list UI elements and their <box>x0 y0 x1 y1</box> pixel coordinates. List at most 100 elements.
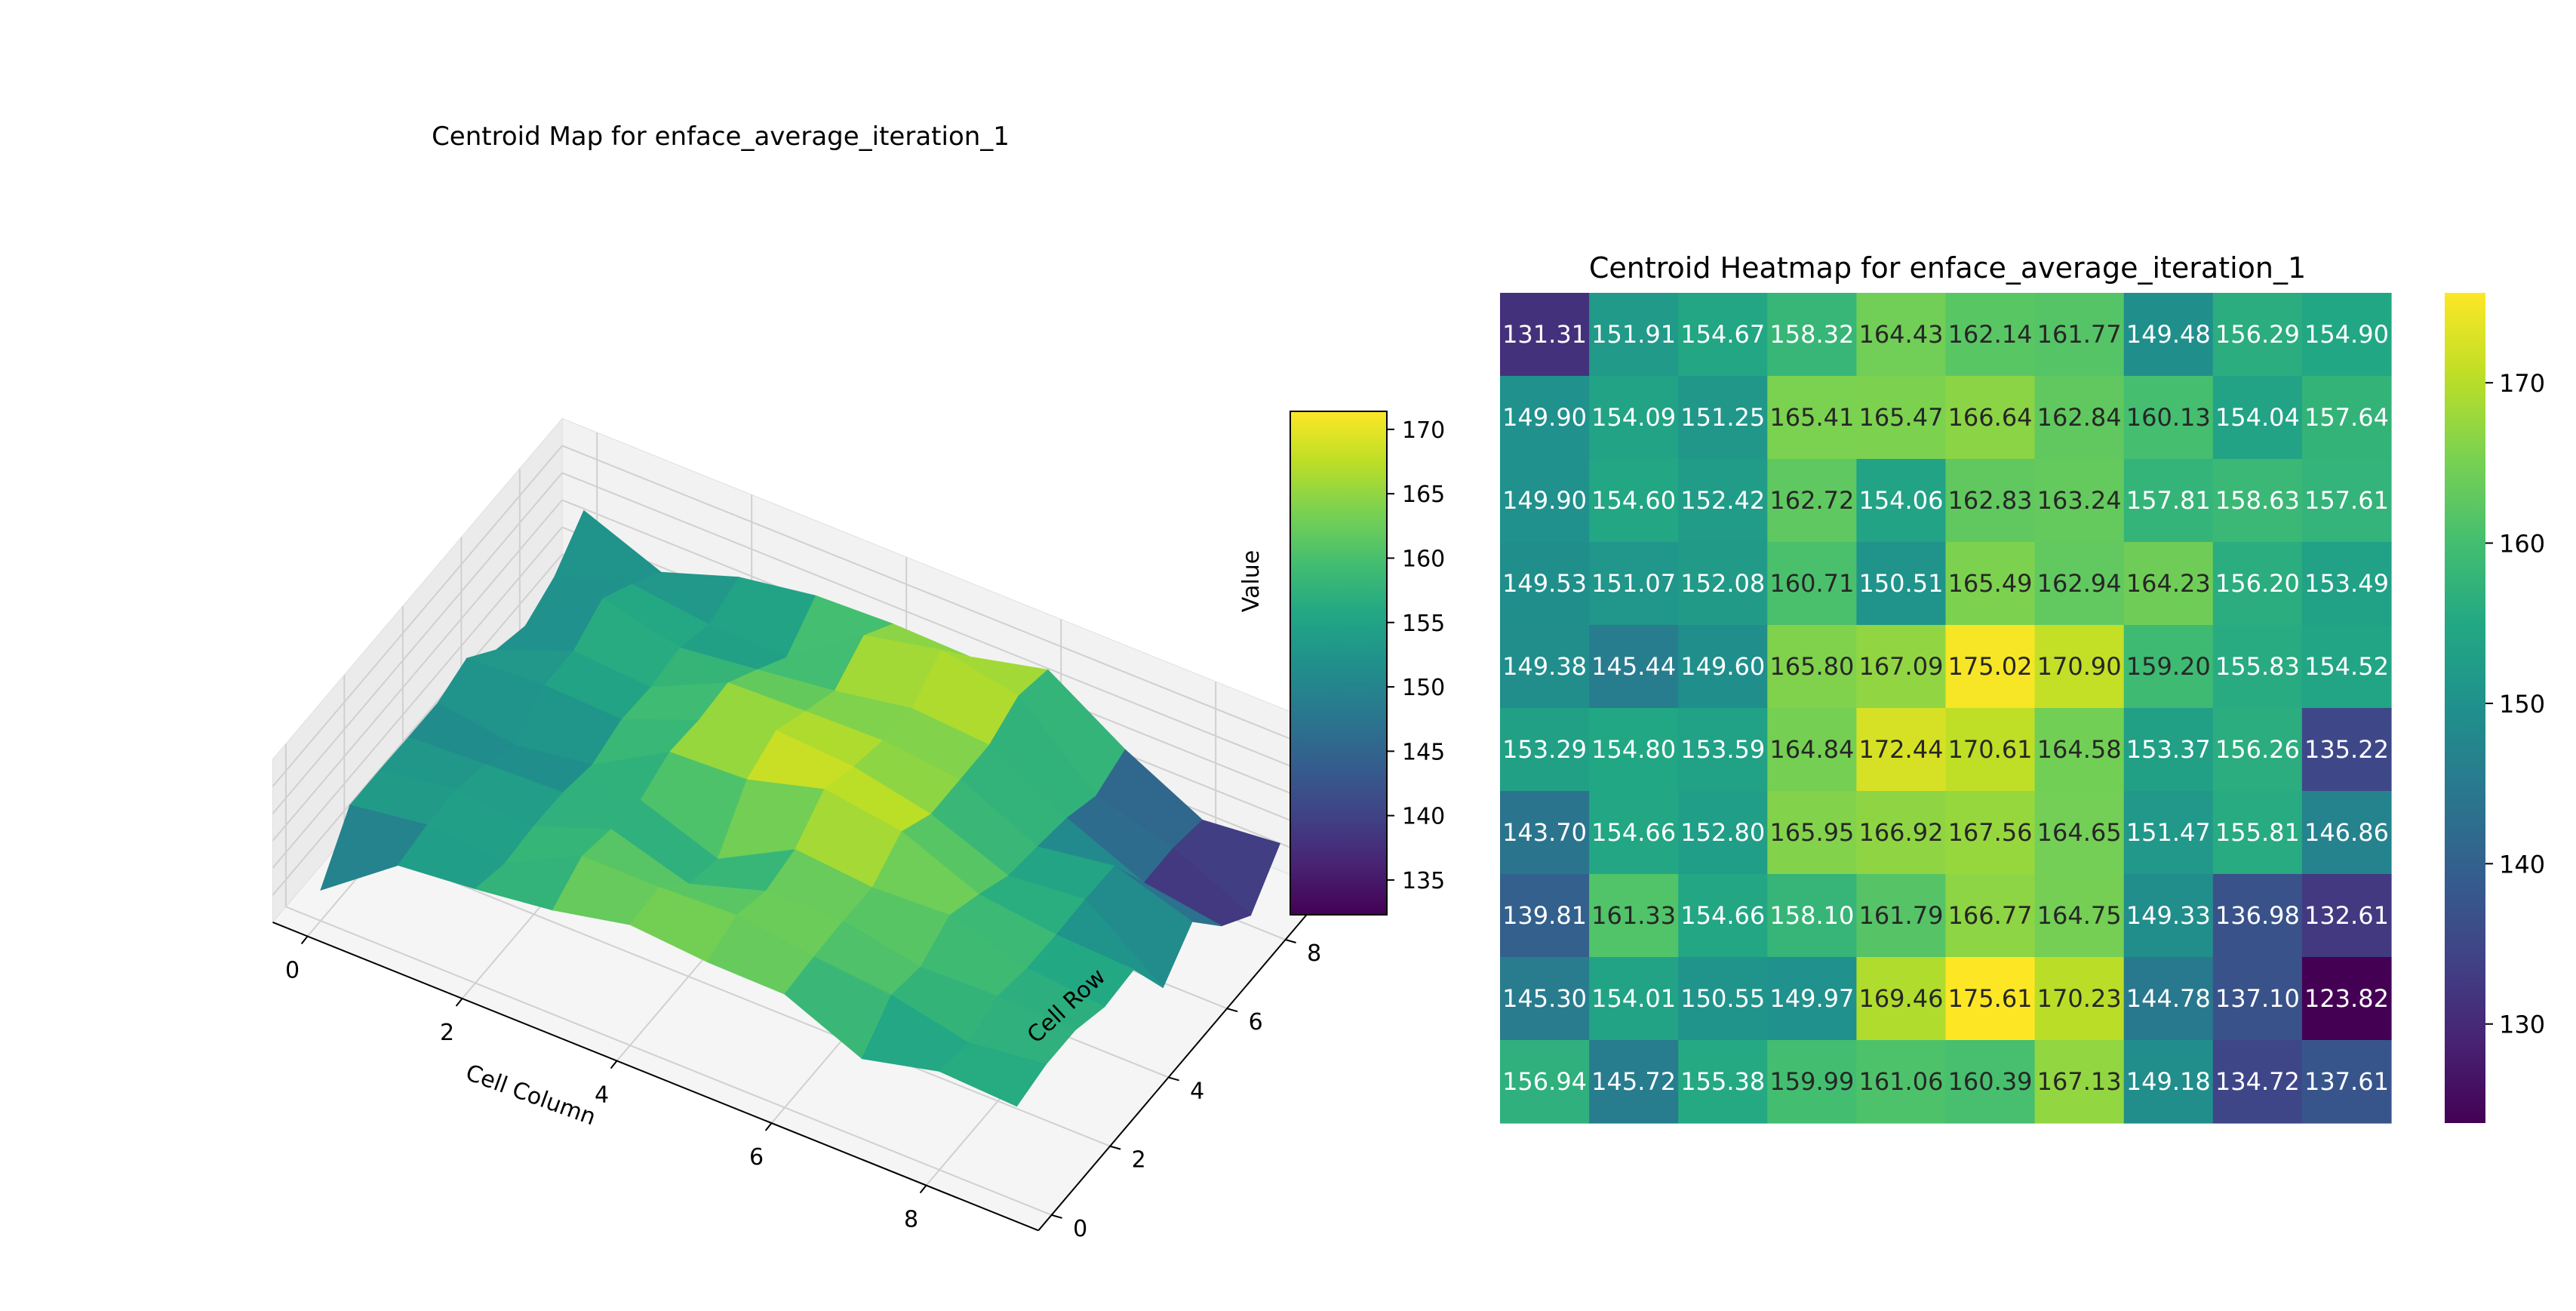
heatmap-cell <box>1500 376 1590 460</box>
x-tick <box>610 1060 618 1069</box>
heatmap-cell <box>2301 542 2392 626</box>
heatmap-cell <box>2212 1040 2303 1124</box>
heatmap-cell-label: 154.66 <box>1591 818 1676 847</box>
heatmap-cell <box>1945 708 2036 792</box>
heatmap-cell-label: 170.23 <box>2037 984 2122 1013</box>
heatmap-colorbar-tick-label: 170 <box>2499 369 2545 398</box>
surface-colorbar-tick-label: 150 <box>1402 675 1445 701</box>
heatmap-cell-label: 155.81 <box>2215 818 2300 847</box>
heatmap-cell <box>2212 293 2303 377</box>
heatmap-title: Centroid Heatmap for enface_average_iter… <box>1589 251 2306 285</box>
heatmap-cells <box>1500 293 2392 1124</box>
heatmap-colorbar-gradient <box>2445 293 2485 1123</box>
heatmap-cell <box>1589 1040 1679 1124</box>
y-tick <box>1109 1145 1121 1150</box>
heatmap-cell <box>1945 459 2036 543</box>
y-tick <box>1051 1214 1062 1219</box>
heatmap-cell <box>1589 542 1679 626</box>
axis-line <box>272 922 1039 1232</box>
heatmap-colorbar-tick-label: 130 <box>2499 1011 2545 1039</box>
heatmap-cell <box>2034 542 2125 626</box>
heatmap-cell <box>2034 376 2125 460</box>
heatmap-cell-label: 149.33 <box>2126 901 2211 930</box>
heatmap-cell <box>1589 791 1679 875</box>
surface-colorbar: 135 140 145 150 155 160 165 170 <box>1290 411 1445 916</box>
heatmap-cell <box>2301 708 2392 792</box>
heatmap-cell-label: 170.90 <box>2037 652 2122 681</box>
heatmap-cell-label: 155.83 <box>2215 652 2300 681</box>
heatmap-cell <box>1500 957 1590 1041</box>
heatmap-cell-label: 155.38 <box>1680 1067 1765 1096</box>
heatmap-cell <box>1767 957 1857 1041</box>
heatmap-cell-label: 157.61 <box>2304 486 2389 515</box>
heatmap-cell-label: 151.25 <box>1680 403 1765 432</box>
heatmap-cell <box>1856 957 1947 1041</box>
heatmap-cell-label: 134.72 <box>2215 1067 2300 1096</box>
grid-line <box>272 445 563 787</box>
heatmap-cell <box>1678 459 1768 543</box>
heatmap-cell-label: 165.47 <box>1858 403 1943 432</box>
grid-line <box>272 553 563 896</box>
heatmap-cell-label: 167.56 <box>1948 818 2033 847</box>
heatmap-cell <box>2034 625 2125 709</box>
y-tick-label: 6 <box>1249 1009 1263 1036</box>
heatmap-cell <box>2212 874 2303 958</box>
grid-line <box>272 472 563 814</box>
heatmap-cell <box>1500 708 1590 792</box>
heatmap-cell <box>1500 625 1590 709</box>
axis-line <box>1037 889 1329 1231</box>
heatmap-cell-label: 156.94 <box>1502 1067 1587 1096</box>
heatmap-cell <box>1767 874 1857 958</box>
heatmap-value-labels: 131.31 151.91 154.67 158.32 164.43 162.14 161.… <box>1502 320 2389 1096</box>
heatmap-cell-label: 162.94 <box>2037 569 2122 598</box>
heatmap-cell-label: 132.61 <box>2304 901 2389 930</box>
heatmap-cell <box>2123 708 2214 792</box>
heatmap-cell-label: 175.02 <box>1948 652 2033 681</box>
surface-plot: Centroid Map for enface_average_iteratio… <box>272 122 1445 1242</box>
heatmap-cell <box>1589 376 1679 460</box>
heatmap-cell-label: 163.24 <box>2037 486 2122 515</box>
y-tick <box>1226 1008 1238 1013</box>
heatmap-cell-label: 149.90 <box>1502 486 1587 515</box>
heatmap-cell <box>1856 874 1947 958</box>
heatmap-cell <box>1856 1040 1947 1124</box>
heatmap-cell <box>2301 625 2392 709</box>
heatmap-cell-label: 167.13 <box>2037 1067 2122 1096</box>
heatmap-cell-label: 161.06 <box>1858 1067 1943 1096</box>
heatmap-cell-label: 143.70 <box>1502 818 1587 847</box>
heatmap-cell <box>2034 708 2125 792</box>
heatmap-cell-label: 149.97 <box>1769 984 1854 1013</box>
heatmap-cell <box>2034 459 2125 543</box>
heatmap-colorbar-ticks: 130 140 150 160 170 <box>2485 369 2545 1039</box>
heatmap-cell <box>1767 542 1857 626</box>
heatmap-cell-label: 161.33 <box>1591 901 1676 930</box>
surface-plot-title: Centroid Map for enface_average_iteratio… <box>432 122 1010 152</box>
y-tick-label: 0 <box>1073 1216 1087 1242</box>
heatmap-cell-label: 136.98 <box>2215 901 2300 930</box>
heatmap-cell <box>1589 293 1679 377</box>
heatmap-cell-label: 150.51 <box>1858 569 1943 598</box>
heatmap-cell-label: 158.10 <box>1769 901 1854 930</box>
heatmap-cell <box>2301 874 2392 958</box>
heatmap-cell-label: 167.09 <box>1858 652 1943 681</box>
heatmap-cell-label: 153.49 <box>2304 569 2389 598</box>
heatmap-cell <box>1678 791 1768 875</box>
heatmap-cell <box>2123 459 2214 543</box>
heatmap-cell <box>1589 708 1679 792</box>
heatmap-cell <box>1589 957 1679 1041</box>
heatmap-cell <box>2123 625 2214 709</box>
heatmap-cell-label: 159.99 <box>1769 1067 1854 1096</box>
heatmap-cell-label: 154.60 <box>1591 486 1676 515</box>
heatmap-cell <box>2034 957 2125 1041</box>
heatmap-cell-label: 131.31 <box>1502 320 1587 349</box>
heatmap-cell <box>1500 874 1590 958</box>
heatmap-cell <box>2212 542 2303 626</box>
heatmap-cell-label: 165.49 <box>1948 569 2033 598</box>
heatmap-cell-label: 154.66 <box>1680 901 1765 930</box>
heatmap-cell-label: 162.84 <box>2037 403 2122 432</box>
heatmap-colorbar-tick-label: 140 <box>2499 850 2545 879</box>
heatmap-cell-label: 152.80 <box>1680 818 1765 847</box>
heatmap-cell-label: 164.75 <box>2037 901 2122 930</box>
heatmap-cell <box>1856 376 1947 460</box>
grid-line <box>344 837 1111 1147</box>
